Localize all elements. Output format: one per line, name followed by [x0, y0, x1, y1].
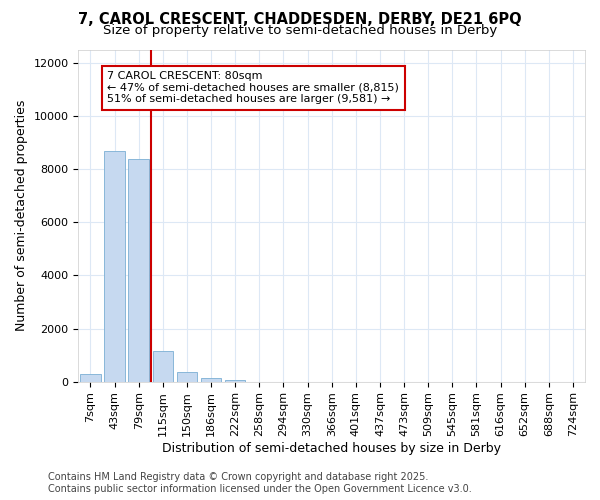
Bar — [225, 380, 245, 382]
Text: Contains HM Land Registry data © Crown copyright and database right 2025.
Contai: Contains HM Land Registry data © Crown c… — [48, 472, 472, 494]
Bar — [80, 374, 101, 382]
Y-axis label: Number of semi-detached properties: Number of semi-detached properties — [15, 100, 28, 332]
Bar — [104, 151, 125, 382]
Bar — [201, 378, 221, 382]
Bar — [177, 372, 197, 382]
Text: 7, CAROL CRESCENT, CHADDESDEN, DERBY, DE21 6PQ: 7, CAROL CRESCENT, CHADDESDEN, DERBY, DE… — [78, 12, 522, 28]
Text: 7 CAROL CRESCENT: 80sqm
← 47% of semi-detached houses are smaller (8,815)
51% of: 7 CAROL CRESCENT: 80sqm ← 47% of semi-de… — [107, 71, 399, 104]
Bar — [152, 351, 173, 382]
Text: Size of property relative to semi-detached houses in Derby: Size of property relative to semi-detach… — [103, 24, 497, 37]
X-axis label: Distribution of semi-detached houses by size in Derby: Distribution of semi-detached houses by … — [162, 442, 501, 455]
Bar — [128, 159, 149, 382]
